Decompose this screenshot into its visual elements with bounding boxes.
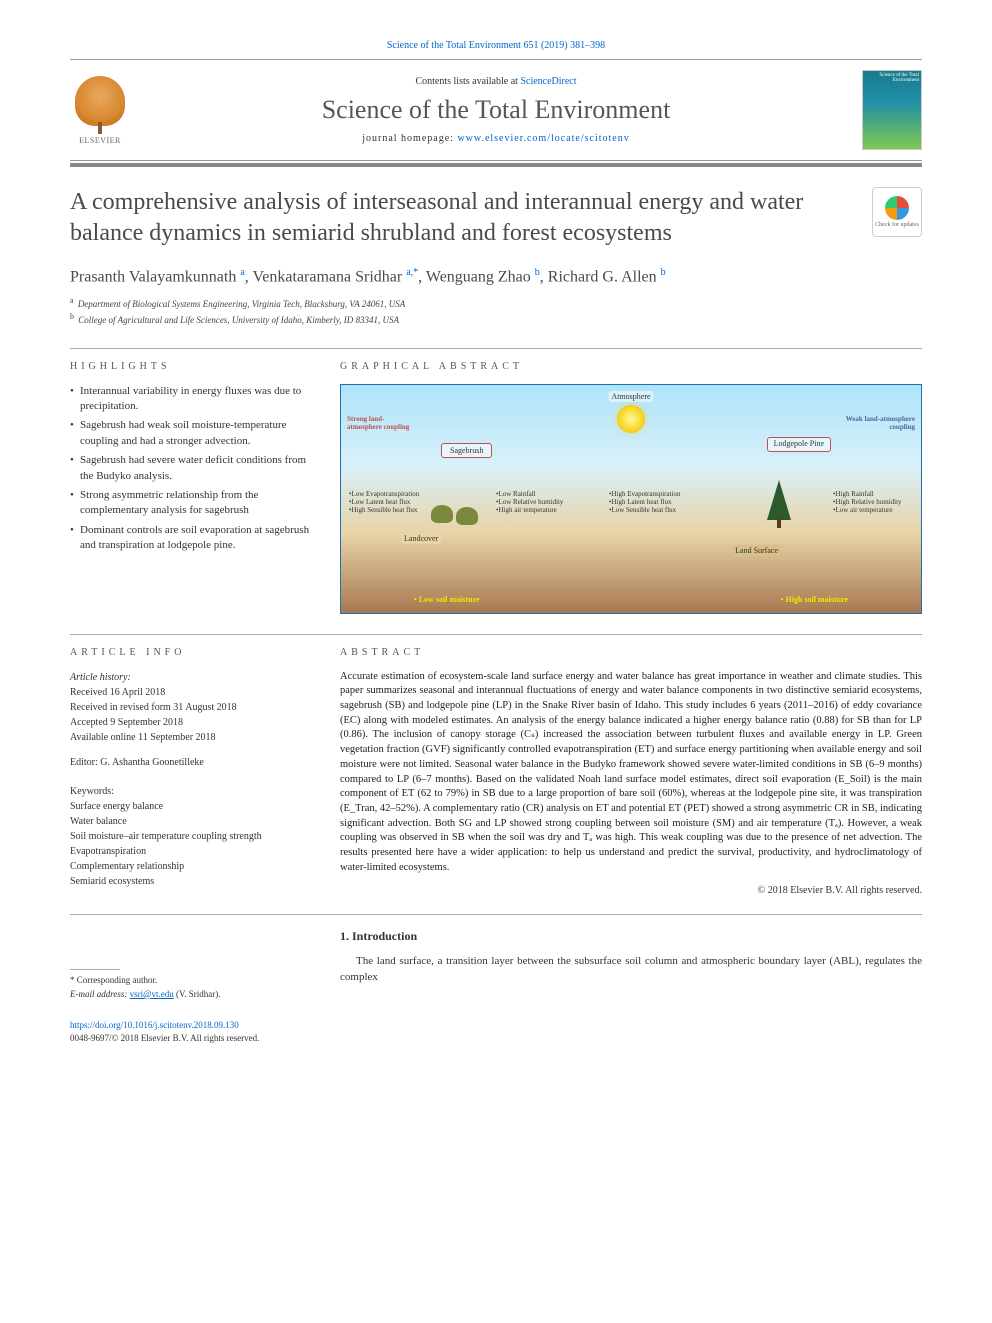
- article-title: A comprehensive analysis of interseasona…: [70, 187, 852, 249]
- section-rule-1: [70, 348, 922, 349]
- keyword-line: Semiarid ecosystems: [70, 874, 310, 889]
- ga-right-mid-box: •High Evapotranspiration•High Latent hea…: [609, 490, 699, 515]
- highlight-item: Sagebrush had weak soil moisture-tempera…: [70, 418, 310, 449]
- graphical-abstract-figure: Atmosphere Sagebrush Lodgepole Pine Stro…: [340, 384, 922, 614]
- journal-homepage: journal homepage: www.elsevier.com/locat…: [150, 133, 842, 144]
- ga-strong-coupling: Strong land-atmosphere coupling: [347, 415, 417, 432]
- tree-icon: [767, 480, 791, 520]
- contents-line: Contents lists available at ScienceDirec…: [150, 76, 842, 87]
- ga-mid-box: •Low Rainfall•Low Relative humidity•High…: [496, 490, 576, 515]
- keywords-block: Keywords: Surface energy balanceWater ba…: [70, 784, 310, 889]
- ga-weak-coupling: Weak land-atmosphere coupling: [845, 415, 915, 432]
- history-line: Received in revised form 31 August 2018: [70, 700, 310, 715]
- editor-line: Editor: G. Ashantha Goonetilleke: [70, 755, 310, 770]
- ga-sagebrush: Sagebrush: [441, 443, 492, 458]
- affiliation-line: b College of Agricultural and Life Scien…: [70, 311, 922, 328]
- email-name: (V. Sridhar).: [176, 989, 221, 999]
- top-citation[interactable]: Science of the Total Environment 651 (20…: [70, 40, 922, 51]
- keyword-line: Evapotranspiration: [70, 844, 310, 859]
- ga-landsurface: Land Surface: [732, 545, 781, 556]
- highlight-item: Dominant controls are soil evaporation a…: [70, 523, 310, 554]
- homepage-prefix: journal homepage:: [362, 133, 457, 144]
- shrub-icon: [431, 505, 453, 523]
- footer: https://doi.org/10.1016/j.scitotenv.2018…: [70, 1019, 922, 1044]
- email-link[interactable]: vsri@vt.edu: [130, 989, 174, 999]
- highlights-list: Interannual variability in energy fluxes…: [70, 384, 310, 554]
- highlights-label: HIGHLIGHTS: [70, 361, 310, 372]
- intro-heading: 1. Introduction: [340, 929, 922, 944]
- elsevier-logo: ELSEVIER: [70, 75, 130, 145]
- corresponding-star: * Corresponding author.: [70, 974, 310, 988]
- history-line: Received 16 April 2018: [70, 685, 310, 700]
- issn-line: 0048-9697/© 2018 Elsevier B.V. All right…: [70, 1033, 259, 1043]
- homepage-link[interactable]: www.elsevier.com/locate/scitotenv: [457, 133, 629, 144]
- ga-landcover: Landcover: [401, 533, 441, 544]
- sciencedirect-link[interactable]: ScienceDirect: [520, 76, 576, 87]
- keyword-line: Soil moisture–air temperature coupling s…: [70, 829, 310, 844]
- bottom-rule: [70, 914, 922, 915]
- ga-left-box: •Low Evapotranspiration•Low Latent heat …: [349, 490, 434, 515]
- highlight-item: Interannual variability in energy fluxes…: [70, 384, 310, 415]
- journal-cover-thumb: Science of the Total Environment: [862, 70, 922, 150]
- updates-text: Check for updates: [875, 222, 919, 228]
- shrub-icon: [456, 507, 478, 525]
- corresponding-block: * Corresponding author. E-mail address: …: [70, 929, 310, 1001]
- keyword-line: Complementary relationship: [70, 859, 310, 874]
- intro-text: The land surface, a transition layer bet…: [340, 954, 922, 985]
- keyword-line: Surface energy balance: [70, 799, 310, 814]
- ga-high-soil: • High soil moisture: [778, 594, 851, 605]
- highlight-item: Strong asymmetric relationship from the …: [70, 488, 310, 519]
- keywords-label: Keywords:: [70, 784, 310, 799]
- section-rule-2: [70, 634, 922, 635]
- ga-atmosphere: Atmosphere: [608, 391, 653, 402]
- abstract-text: Accurate estimation of ecosystem-scale l…: [340, 670, 922, 876]
- journal-header: ELSEVIER Contents lists available at Sci…: [70, 59, 922, 161]
- ga-low-soil: • Low soil moisture: [411, 594, 483, 605]
- journal-name: Science of the Total Environment: [150, 95, 842, 125]
- graphical-abstract-label: GRAPHICAL ABSTRACT: [340, 361, 922, 372]
- highlight-item: Sagebrush had severe water deficit condi…: [70, 453, 310, 484]
- contents-prefix: Contents lists available at: [415, 76, 520, 87]
- ga-right-box: •High Rainfall•High Relative humidity•Lo…: [833, 490, 913, 515]
- history-line: Available online 11 September 2018: [70, 730, 310, 745]
- authors: Prasanth Valayamkunnath a, Venkataramana…: [70, 267, 922, 286]
- doi-link[interactable]: https://doi.org/10.1016/j.scitotenv.2018…: [70, 1020, 239, 1030]
- affiliation-line: a Department of Biological Systems Engin…: [70, 295, 922, 312]
- affiliations: a Department of Biological Systems Engin…: [70, 295, 922, 328]
- updates-icon: [885, 196, 909, 220]
- abstract-label: ABSTRACT: [340, 647, 922, 658]
- sun-icon: [617, 405, 645, 433]
- elsevier-text: ELSEVIER: [79, 136, 121, 145]
- abstract-copyright: © 2018 Elsevier B.V. All rights reserved…: [340, 885, 922, 896]
- ga-lodgepole: Lodgepole Pine: [767, 437, 831, 452]
- article-info-label: ARTICLE INFO: [70, 647, 310, 658]
- check-updates-badge[interactable]: Check for updates: [872, 187, 922, 237]
- history-label: Article history:: [70, 670, 310, 685]
- elsevier-tree-icon: [75, 76, 125, 126]
- article-info: Article history: Received 16 April 2018R…: [70, 670, 310, 770]
- email-label: E-mail address:: [70, 989, 127, 999]
- header-divider: [70, 163, 922, 167]
- header-center: Contents lists available at ScienceDirec…: [150, 76, 842, 144]
- keyword-line: Water balance: [70, 814, 310, 829]
- history-line: Accepted 9 September 2018: [70, 715, 310, 730]
